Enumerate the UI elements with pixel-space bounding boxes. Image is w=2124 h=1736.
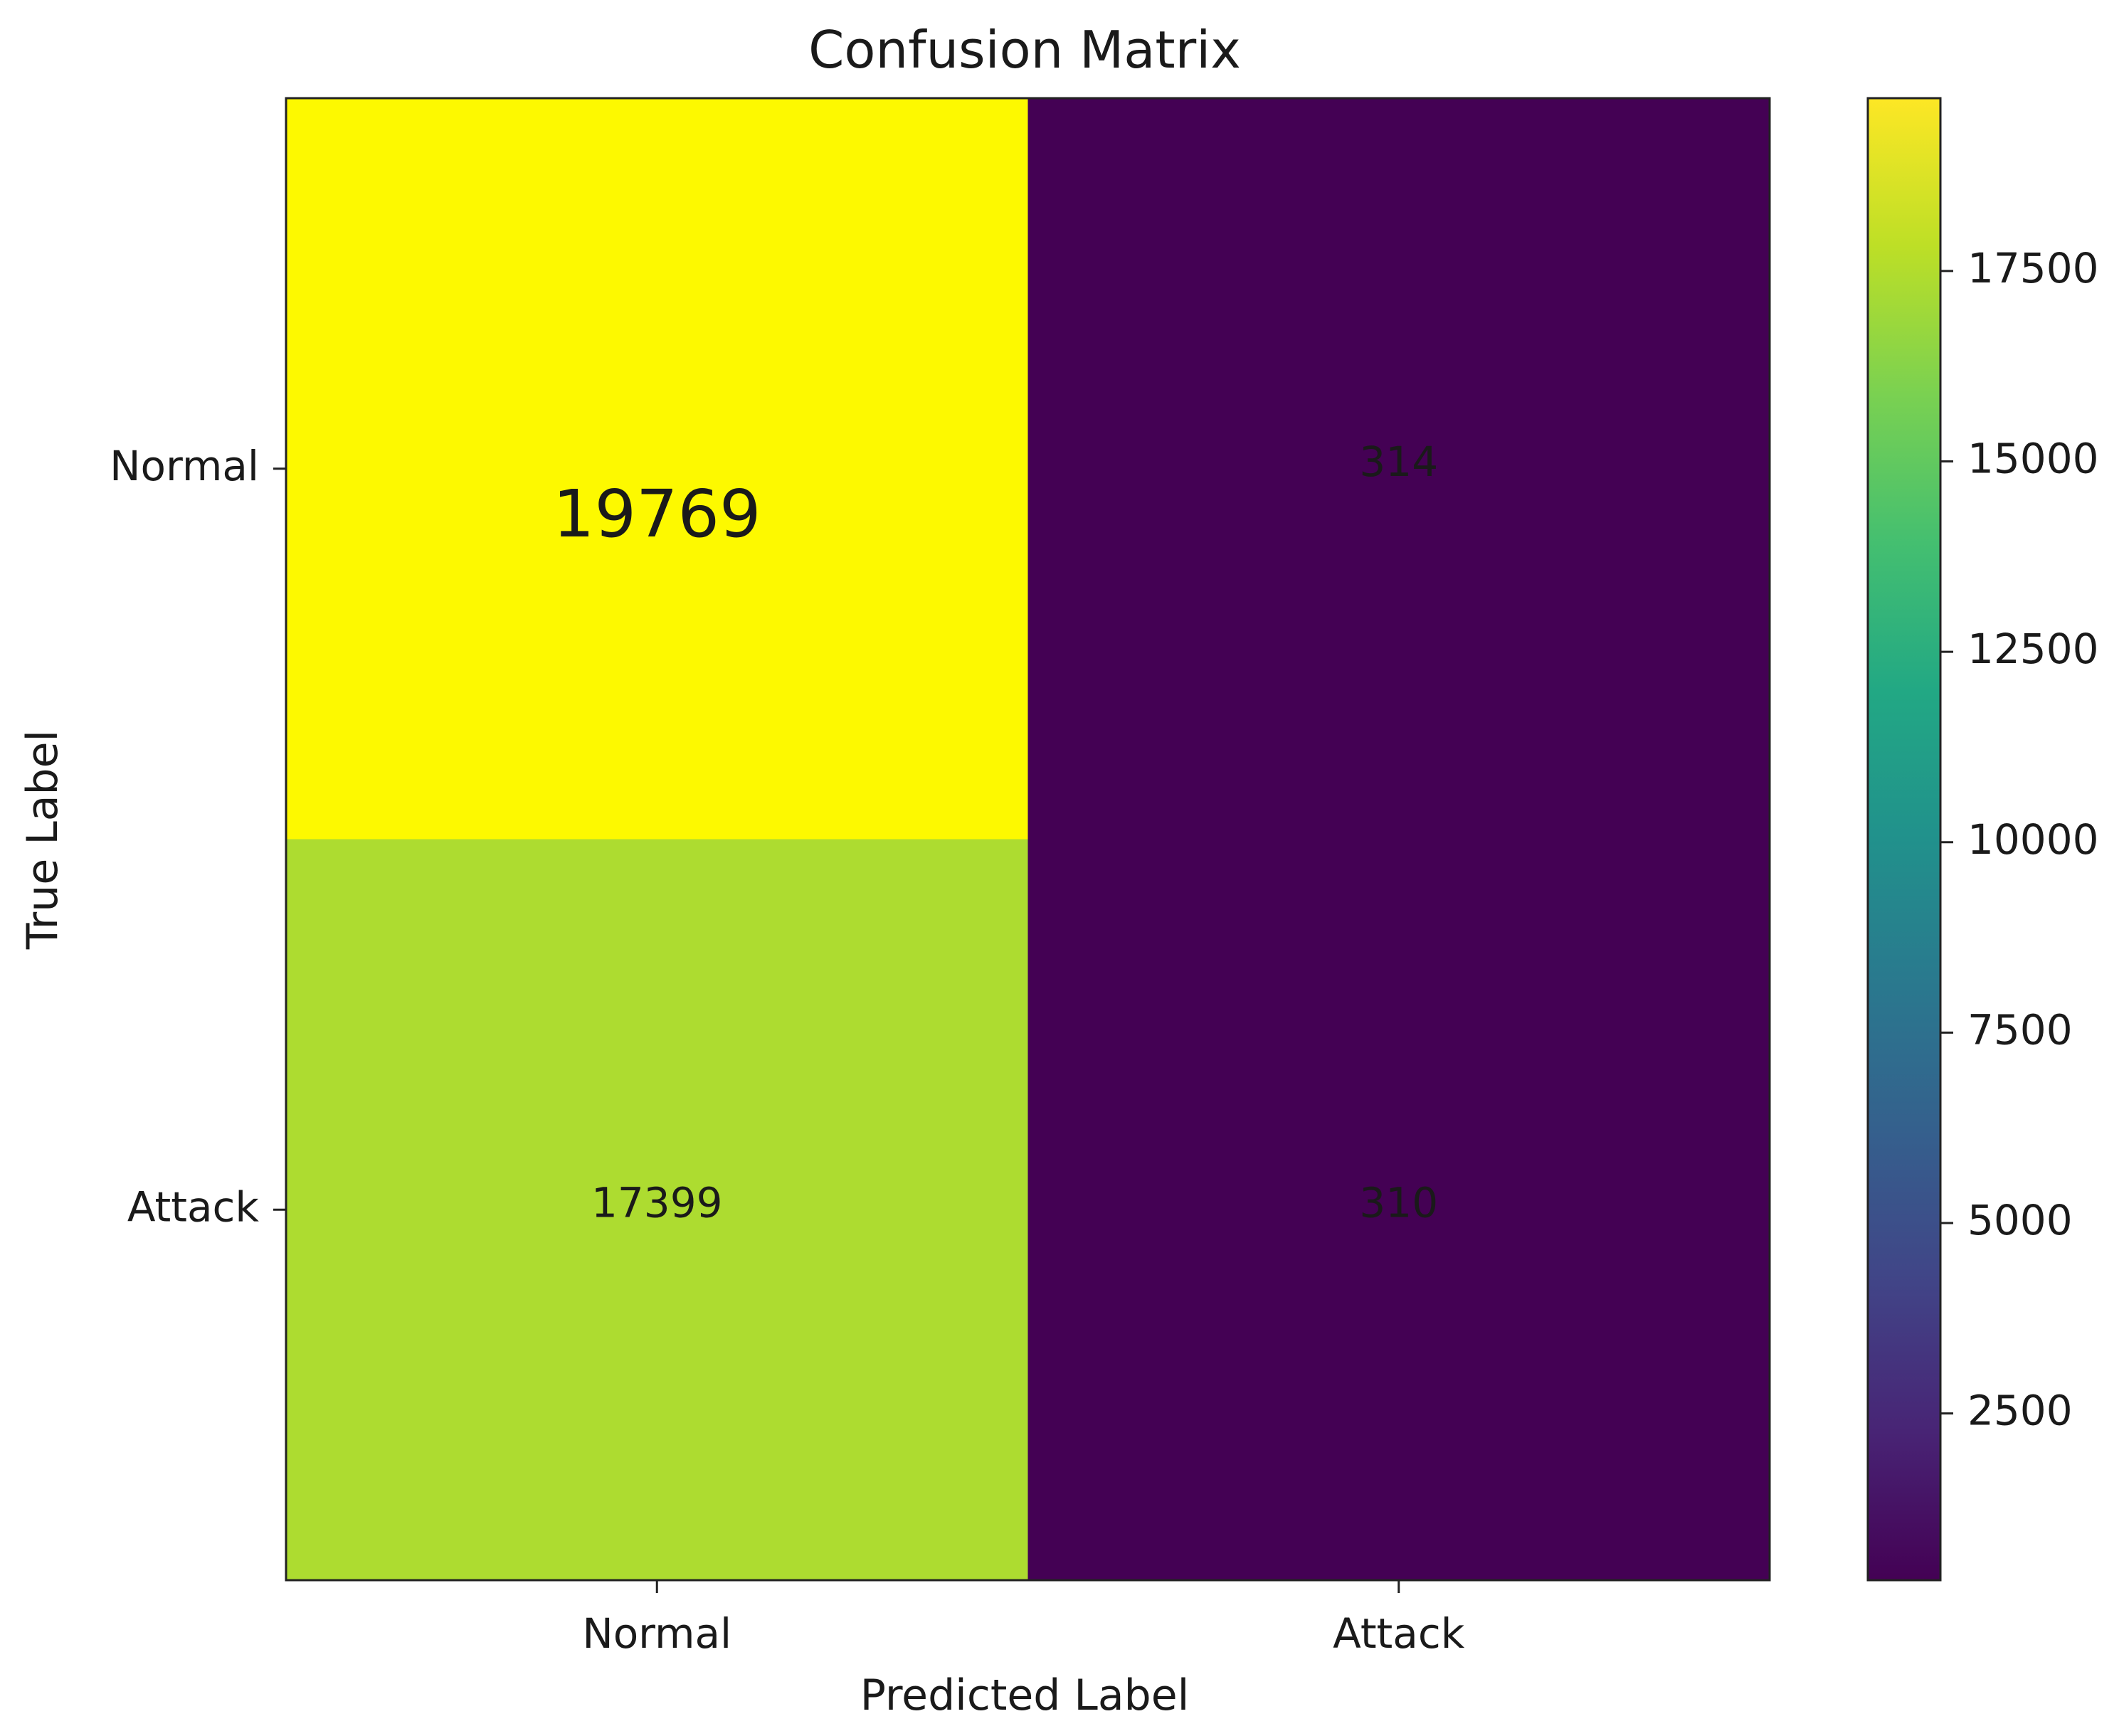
colorbar [1866,97,1942,1582]
x-axis-ticks: Normal Attack [582,1580,1465,1658]
cell-normal-attack [1027,98,1770,840]
colorbar-tick-label-15000: 15000 [1967,435,2099,483]
cell-normal-normal-value: 19769 [553,476,761,552]
cell-normal-attack-value: 314 [1359,438,1438,486]
colorbar-tick-label-17500: 17500 [1967,244,2099,292]
plot-frame [285,97,1771,1582]
colorbar-tick-label-12500: 12500 [1967,625,2099,673]
y-axis-ticks: Normal Attack [110,442,286,1231]
x-axis-label: Predicted Label [860,1671,1190,1720]
colorbar-ticks: 2500 5000 7500 10000 12500 15000 17500 [1940,244,2099,1435]
colorbar-tick-label-10000: 10000 [1967,815,2099,864]
cell-attack-normal [286,839,1028,1580]
colorbar-tick-label-7500: 7500 [1967,1005,2073,1054]
y-tick-label-normal: Normal [110,442,259,490]
colorbar-tick-label-2500: 2500 [1967,1387,2073,1435]
heatmap-cells: 19769 314 17399 310 [286,98,1770,1580]
x-tick-label-normal: Normal [582,1609,731,1658]
cell-normal-normal [286,98,1028,840]
y-axis-label: True Label [18,730,68,950]
chart-title: Confusion Matrix [808,20,1241,80]
y-tick-label-attack: Attack [127,1182,260,1231]
cell-attack-normal-value: 17399 [591,1178,723,1227]
cell-attack-attack-value: 310 [1359,1178,1438,1227]
cell-attack-attack [1027,839,1770,1580]
x-tick-label-attack: Attack [1333,1609,1465,1658]
colorbar-tick-label-5000: 5000 [1967,1196,2073,1244]
